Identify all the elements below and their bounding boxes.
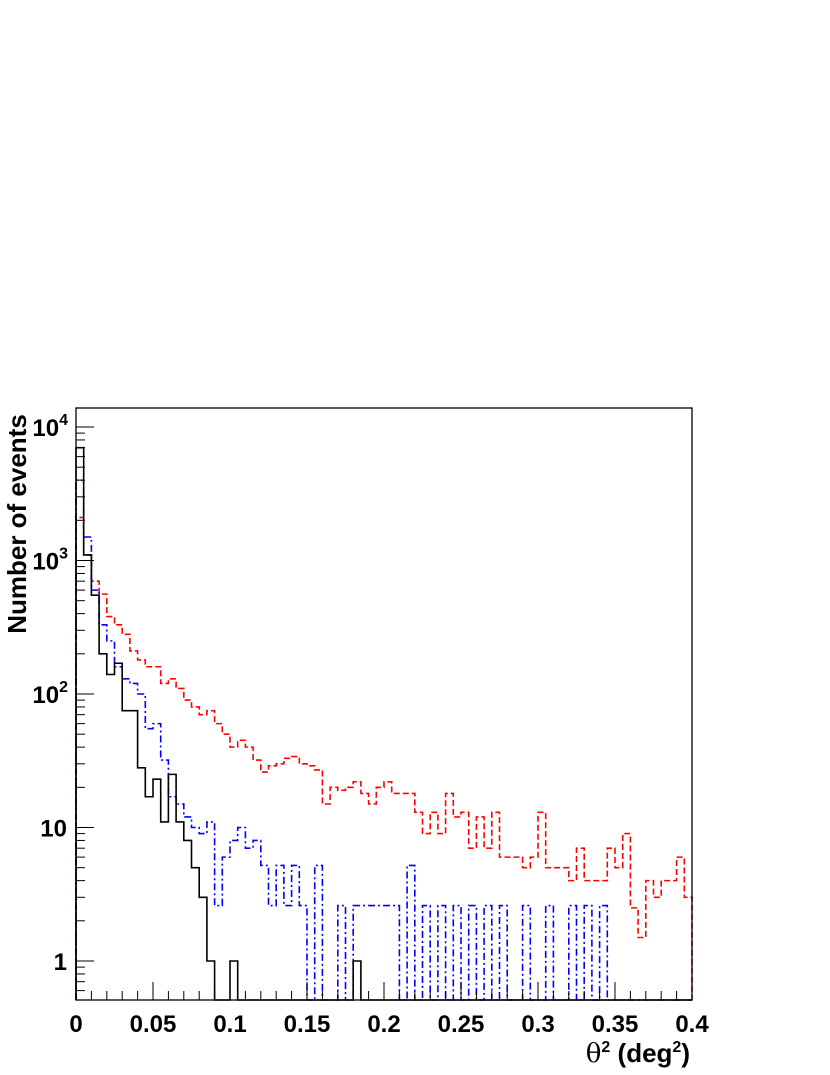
x-axis-title-mid: (deg [610, 1038, 672, 1068]
y-tick-label: 1 [54, 949, 67, 976]
y-tick-label: 104 [32, 412, 68, 442]
x-axis-title-theta: θ [586, 1039, 602, 1069]
x-tick-label: 0.1 [213, 1011, 246, 1038]
y-tick-label: 103 [32, 546, 68, 576]
x-axis-title-sup1: 2 [601, 1039, 610, 1056]
x-tick-label: 0.4 [675, 1011, 709, 1038]
y-axis-title: Number of events [2, 414, 32, 634]
x-tick-label: 0.15 [284, 1011, 331, 1038]
series-red-dashed [75, 516, 693, 1000]
x-axis-title-close: ) [681, 1038, 690, 1068]
series-layer [75, 446, 693, 1001]
x-axis-title-sup2: 2 [672, 1039, 681, 1056]
x-tick-label: 0.2 [367, 1011, 400, 1038]
axis-layer: 0 0.05 0.1 0.15 0.2 0.25 0.3 0.35 0.4 1 10 102 103 10… [32, 412, 709, 1038]
x-tick-label: 0 [69, 1011, 82, 1038]
x-tick-label: 0.35 [592, 1011, 639, 1038]
x-tick-label: 0.25 [438, 1011, 485, 1038]
series-blue-dashdot [75, 479, 692, 1001]
y-tick-label: 10 [40, 816, 67, 843]
x-tick-label: 0.3 [521, 1011, 554, 1038]
x-axis-title: θ2 (deg2) [586, 1038, 690, 1069]
x-tick-label: 0.05 [130, 1011, 177, 1038]
y-tick-label: 102 [32, 679, 68, 709]
